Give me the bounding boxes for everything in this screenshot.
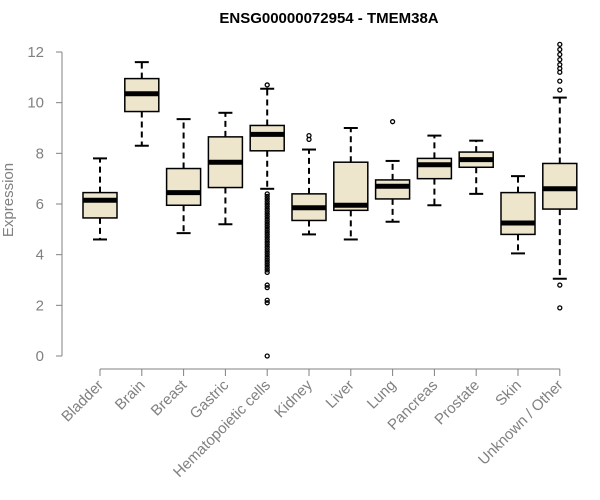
box-pancreas (416, 134, 453, 207)
y-axis-title: Expression (0, 163, 17, 237)
y-tick-label: 2 (36, 297, 44, 314)
x-tick-label: Bladder (58, 377, 107, 426)
outlier-point (264, 257, 270, 263)
outlier-point (264, 221, 270, 227)
box-iqr (542, 162, 578, 210)
boxes-group (82, 41, 578, 359)
box-unknown-other (542, 41, 578, 311)
box-iqr (333, 161, 369, 212)
outlier-point (557, 282, 563, 288)
outlier-point (557, 46, 563, 53)
y-tick-label: 10 (27, 95, 44, 112)
outlier-point (264, 224, 270, 230)
outlier-point (264, 239, 270, 245)
box-iqr (165, 167, 202, 207)
outlier-point (557, 305, 563, 311)
box-iqr (374, 179, 411, 200)
y-tick-label: 6 (36, 196, 44, 213)
outlier-point (557, 41, 563, 48)
outlier-point (264, 82, 270, 88)
x-tick-label: Lung (364, 377, 400, 413)
outlier-point (264, 246, 270, 253)
outlier-point (264, 193, 270, 200)
outlier-point (264, 211, 270, 217)
outlier-point (264, 249, 270, 255)
outlier-point (264, 236, 270, 243)
y-tick-label: 4 (36, 247, 44, 264)
box-iqr (82, 191, 118, 219)
box-liver (333, 127, 369, 241)
outlier-point (264, 264, 270, 270)
y-tick-label: 0 (36, 348, 44, 365)
outlier-point (264, 262, 270, 268)
outlier-point (264, 300, 270, 306)
outlier-point (264, 191, 270, 197)
outlier-point (264, 196, 270, 202)
box-brain (124, 61, 160, 147)
y-tick-label: 12 (27, 44, 44, 61)
outlier-point (264, 353, 270, 359)
y-tick-label: 8 (36, 145, 44, 162)
outlier-point (557, 78, 563, 84)
x-tick-label: Breast (148, 376, 191, 419)
box-iqr (500, 191, 536, 236)
outlier-point (557, 69, 563, 75)
outlier-point (264, 219, 270, 225)
outlier-point (264, 297, 270, 303)
x-tick-label: Prostate (431, 377, 483, 429)
outlier-point (264, 259, 270, 265)
box-bladder (82, 157, 118, 241)
outlier-point (264, 234, 270, 240)
box-kidney (291, 132, 327, 236)
x-tick-label: Skin (492, 377, 525, 410)
outlier-point (264, 198, 270, 205)
outlier-point (264, 282, 270, 288)
outlier-point (264, 231, 270, 238)
outlier-point (264, 203, 270, 210)
outlier-point (264, 267, 270, 273)
outlier-point (557, 51, 563, 58)
outlier-point (306, 132, 312, 139)
outlier-point (557, 87, 563, 93)
outlier-point (264, 254, 270, 260)
outlier-point (264, 241, 270, 248)
outlier-point (264, 226, 270, 232)
box-skin (500, 175, 536, 255)
outlier-point (264, 208, 270, 215)
outlier-point (264, 284, 270, 291)
box-hematopoietic-cells (249, 82, 285, 359)
outlier-point (264, 206, 270, 212)
outlier-point (264, 201, 270, 207)
outlier-point (389, 119, 396, 125)
outlier-point (264, 269, 270, 276)
y-axis: 0 2 4 6 8 10 12 (27, 44, 63, 365)
outlier-point (264, 229, 270, 235)
box-iqr (249, 124, 285, 152)
outlier-point (264, 244, 270, 250)
box-gastric (207, 111, 244, 226)
x-tick-label: Brain (112, 377, 149, 414)
outlier-point (557, 56, 563, 63)
box-lung (374, 119, 411, 223)
chart-title: ENSG00000072954 - TMEM38A (219, 10, 438, 27)
x-tick-label: Kidney (271, 376, 316, 421)
box-iqr (416, 157, 453, 180)
outlier-point (264, 214, 270, 220)
outlier-point (264, 216, 270, 222)
box-breast (165, 118, 202, 235)
box-prostate (458, 139, 494, 195)
outlier-point (264, 252, 270, 258)
x-tick-label: Liver (323, 377, 358, 412)
